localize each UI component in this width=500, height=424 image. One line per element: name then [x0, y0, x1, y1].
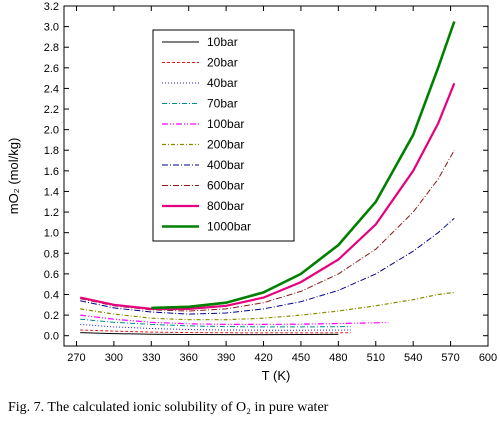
x-tick-label: 600: [479, 352, 497, 364]
x-tick-label: 420: [254, 352, 272, 364]
y-tick-label: 3.0: [44, 22, 59, 34]
legend-label-200bar: 200bar: [207, 138, 244, 152]
y-tick-label: 1.4: [44, 186, 59, 198]
series-line-200bar: [80, 291, 455, 321]
y-tick-label: 0.4: [44, 289, 59, 301]
legend-label-1000bar: 1000bar: [207, 220, 251, 234]
y-axis-label: mO₂ (mol/kg): [6, 138, 21, 215]
series-line-400bar: [80, 217, 455, 315]
x-tick-label: 270: [67, 352, 85, 364]
y-tick-label: 2.0: [44, 125, 59, 137]
figure-caption: Fig. 7. The calculated ionic solubility …: [8, 400, 329, 415]
line-chart: 270 300 330 360 390 420 450 480 510 540 570 600 0.0 0…: [6, 1, 497, 383]
x-tick-label: 330: [142, 352, 160, 364]
chart-figure: 270 300 330 360 390 420 450 480 510 540 570 600 0.0 0…: [6, 1, 497, 383]
legend-label-40bar: 40bar: [207, 76, 238, 90]
x-tick-label: 390: [217, 352, 235, 364]
series-line-100bar: [80, 314, 389, 325]
y-tick-label: 0.0: [44, 331, 59, 343]
y-tick-label: 2.4: [44, 83, 59, 95]
x-tick-label: 570: [441, 352, 459, 364]
y-tick-label: 0.8: [44, 248, 59, 260]
x-axis-label: T (K): [262, 368, 291, 383]
legend-label-100bar: 100bar: [207, 117, 244, 131]
x-tick-label: 300: [105, 352, 123, 364]
x-tick-label: 510: [367, 352, 385, 364]
y-tick-label: 1.8: [44, 145, 59, 157]
series-line-800bar: [79, 82, 456, 310]
y-tick-label: 2.6: [44, 63, 59, 75]
legend-label-10bar: 10bar: [207, 35, 238, 49]
y-tick-label: 0.6: [44, 269, 59, 281]
x-tick-label: 540: [404, 352, 422, 364]
series-line-20bar: [80, 329, 351, 334]
series-line-1000bar: [151, 21, 456, 310]
legend-label-400bar: 400bar: [207, 158, 244, 172]
y-tick-label: 1.6: [44, 166, 59, 178]
y-tick-label: 1.0: [44, 228, 59, 240]
y-tick-label: 3.2: [44, 1, 59, 13]
series-line-10bar: [80, 332, 339, 336]
series-line-70bar: [80, 318, 351, 328]
legend-label-600bar: 600bar: [207, 179, 244, 193]
y-tick-label: 2.8: [44, 42, 59, 54]
legend-label-800bar: 800bar: [207, 199, 244, 213]
x-tick-label: 450: [292, 352, 310, 364]
x-tick-label: 480: [329, 352, 347, 364]
x-tick-label: 360: [180, 352, 198, 364]
y-tick-label: 2.2: [44, 104, 59, 116]
y-tick-label: 1.2: [44, 207, 59, 219]
plot-frame: [63, 5, 489, 347]
legend-label-70bar: 70bar: [207, 97, 238, 111]
legend-label-20bar: 20bar: [207, 56, 238, 70]
y-tick-label: 0.2: [44, 310, 59, 322]
